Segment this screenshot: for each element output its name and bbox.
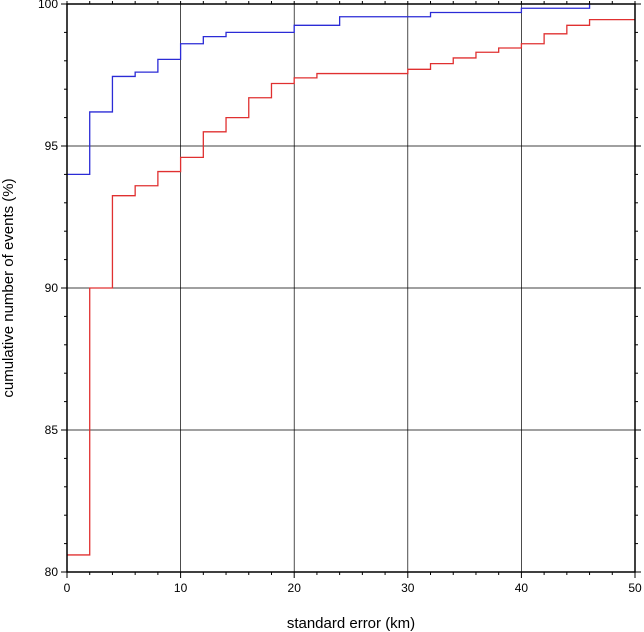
x-tick-label: 0 <box>64 581 71 595</box>
y-axis-title: cumulative number of events (%) <box>0 178 17 397</box>
y-tick-label: 85 <box>45 423 59 437</box>
x-tick-label: 30 <box>401 581 415 595</box>
tick-labels: 0 10 20 30 40 50 80 85 90 95 100 <box>38 0 642 595</box>
y-tick-label: 90 <box>45 281 59 295</box>
y-tick-label: 80 <box>45 565 59 579</box>
x-tick-label: 20 <box>288 581 302 595</box>
series-line-2 <box>67 18 635 556</box>
y-tick-label: 95 <box>45 139 59 153</box>
ticks <box>61 1 641 578</box>
y-tick-label: 100 <box>38 0 58 11</box>
series-group <box>67 4 635 556</box>
x-axis-title: standard error (km) <box>287 615 415 632</box>
x-tick-label: 10 <box>174 581 188 595</box>
x-tick-label: 40 <box>515 581 529 595</box>
grid <box>67 4 635 572</box>
series-line-1 <box>67 4 591 176</box>
x-tick-label: 50 <box>628 581 642 595</box>
